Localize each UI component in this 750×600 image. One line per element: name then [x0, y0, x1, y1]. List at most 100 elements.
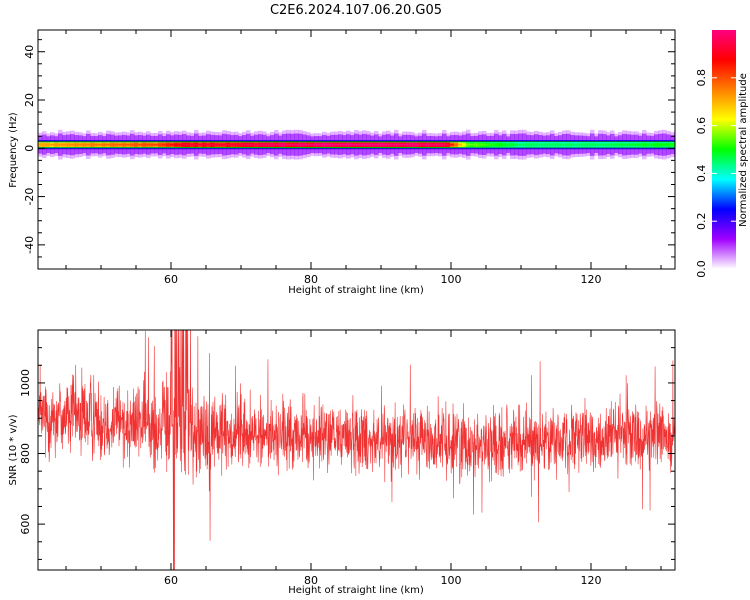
spectrogram-column: [454, 131, 459, 158]
spectrogram-ticks: 60 80 100 120 -40 -20 0 20 40: [23, 30, 675, 286]
spectrogram-column: [90, 132, 95, 157]
spectrogram-y-tick-label: -40: [23, 236, 36, 254]
spectrogram-column: [198, 132, 203, 157]
spectrogram-column: [390, 132, 395, 157]
spectrogram-column: [658, 130, 663, 160]
spectrogram-column: [478, 131, 483, 159]
spectrogram-column: [254, 131, 259, 159]
spectrogram-column: [78, 132, 83, 158]
spectrogram-column: [190, 132, 195, 157]
spectrogram-column: [146, 131, 151, 159]
spectrogram-column: [134, 132, 139, 158]
spectrogram-column: [74, 131, 79, 158]
colorbar-ticks: 0.0 0.2 0.4 0.6 0.8: [695, 69, 736, 278]
spectrogram-column: [578, 132, 583, 157]
spectrogram-column: [366, 131, 371, 159]
spectrogram-column: [178, 131, 183, 158]
colorbar-gradient: [712, 30, 736, 269]
spectrogram-column: [474, 132, 479, 157]
spectrogram-column: [438, 132, 443, 157]
spectrogram-column: [406, 131, 411, 158]
spectrogram-x-tick-label: 80: [304, 273, 318, 286]
spectrogram-column: [422, 129, 427, 160]
spectrogram-column: [258, 130, 263, 159]
spectrogram-column: [598, 130, 603, 160]
spectrogram-column: [642, 130, 647, 160]
spectrogram-column: [286, 129, 291, 160]
spectrogram-column: [194, 129, 199, 160]
spectrogram-column: [138, 131, 143, 158]
spectrogram-column: [482, 130, 487, 159]
spectrogram-column: [622, 130, 627, 160]
snr-x-axis-label: Height of straight line (km): [288, 585, 424, 596]
spectrogram-column: [154, 132, 159, 157]
spectrogram-column: [374, 130, 379, 159]
spectrogram-column: [50, 132, 55, 158]
figure-title: C2E6.2024.107.06.20.G05: [270, 3, 442, 18]
spectrogram-column: [106, 130, 111, 159]
spectrogram-column: [402, 131, 407, 158]
spectrogram-column: [110, 131, 115, 159]
spectrogram-column: [86, 130, 91, 160]
spectrogram-column: [494, 130, 499, 160]
spectrogram-column: [410, 131, 415, 158]
spectrogram-column: [530, 132, 535, 158]
snr-y-axis-label: SNR (10 * v/v): [8, 414, 19, 485]
spectrogram-column: [218, 132, 223, 158]
spectrogram-column: [518, 129, 523, 160]
spectrogram-column: [262, 131, 267, 158]
spectrogram-column: [130, 130, 135, 160]
spectrogram-column: [158, 130, 163, 159]
spectrogram-column: [582, 132, 587, 157]
spectrogram-column: [602, 130, 607, 159]
spectrogram-column: [174, 131, 179, 159]
spectrogram-column: [638, 132, 643, 157]
spectrogram-column: [590, 129, 595, 160]
spectrogram-column: [274, 130, 279, 160]
spectrogram-column: [278, 132, 283, 157]
spectrogram-column: [234, 131, 239, 158]
spectrogram-column: [266, 133, 271, 156]
spectrogram-column: [526, 131, 531, 158]
spectrogram-column: [486, 133, 491, 157]
spectrogram-column: [550, 130, 555, 160]
spectrogram-column: [302, 131, 307, 159]
spectrogram-column: [214, 132, 219, 158]
spectrogram-column: [510, 130, 515, 159]
spectrogram-x-axis-label: Height of straight line (km): [288, 285, 424, 296]
spectrogram-column: [226, 130, 231, 159]
spectrogram-column: [650, 132, 655, 157]
spectrogram-column: [354, 130, 359, 160]
spectrogram-column: [54, 133, 59, 156]
spectrogram-column: [346, 130, 351, 159]
spectrogram-column: [242, 131, 247, 158]
spectrogram-column: [430, 133, 435, 157]
spectrogram-column: [574, 132, 579, 158]
spectrogram-column: [666, 130, 671, 159]
spectrogram-x-tick-label: 100: [441, 273, 462, 286]
snr-x-tick-label: 100: [441, 574, 462, 587]
spectrogram-column: [314, 133, 319, 157]
snr-x-tick-label: 60: [164, 574, 178, 587]
colorbar-tick-label: 0.0: [695, 260, 708, 278]
spectrogram-column: [626, 130, 631, 159]
colorbar-tick-label: 0.8: [695, 69, 708, 87]
spectrogram-column: [662, 129, 667, 160]
spectrogram-column: [566, 130, 571, 160]
spectrogram-frame: [37, 29, 676, 270]
spectrogram-column: [570, 131, 575, 158]
spectrogram-column: [418, 132, 423, 157]
spectrogram-column: [546, 132, 551, 158]
snr-ticks: 60 80 100 120 600 800 1000: [19, 329, 675, 587]
snr-x-tick-label: 80: [304, 574, 318, 587]
snr-y-tick-label: 800: [19, 443, 32, 464]
spectrogram-column: [230, 131, 235, 158]
colorbar-tick-label: 0.4: [695, 165, 708, 183]
spectrogram-column: [42, 131, 47, 159]
spectrogram-column: [386, 130, 391, 159]
spectrogram-column: [202, 132, 207, 157]
snr-series-line: [38, 330, 675, 570]
spectrogram-column: [322, 131, 327, 158]
spectrogram-column: [38, 132, 43, 157]
